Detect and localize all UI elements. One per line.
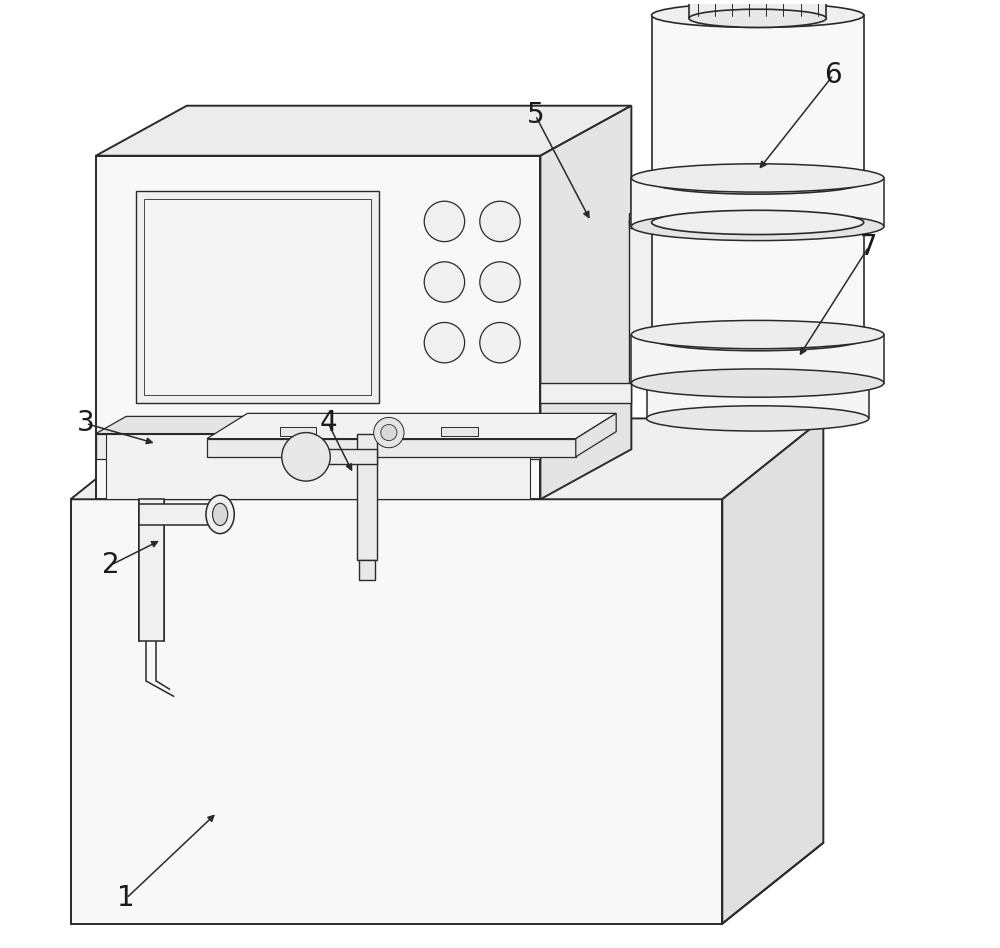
Polygon shape [652, 223, 864, 338]
Polygon shape [207, 439, 576, 457]
Polygon shape [313, 448, 377, 464]
Polygon shape [280, 427, 316, 435]
Polygon shape [71, 418, 823, 500]
Polygon shape [71, 500, 722, 923]
Ellipse shape [629, 215, 652, 228]
Polygon shape [207, 413, 616, 439]
Polygon shape [106, 433, 530, 500]
Polygon shape [136, 191, 379, 403]
Circle shape [381, 425, 397, 441]
Polygon shape [540, 383, 631, 403]
Circle shape [424, 201, 465, 242]
Ellipse shape [689, 9, 826, 27]
Polygon shape [96, 106, 631, 155]
Polygon shape [629, 213, 678, 228]
Text: 5: 5 [527, 101, 544, 129]
Polygon shape [357, 433, 377, 560]
Polygon shape [631, 178, 884, 227]
Polygon shape [96, 155, 540, 500]
Text: 2: 2 [102, 551, 120, 579]
Polygon shape [629, 222, 652, 383]
Polygon shape [96, 433, 540, 459]
Polygon shape [359, 560, 375, 580]
Ellipse shape [631, 369, 884, 397]
Text: 7: 7 [860, 232, 878, 261]
Polygon shape [631, 335, 884, 383]
Polygon shape [652, 15, 864, 182]
Ellipse shape [206, 495, 234, 534]
Polygon shape [96, 416, 571, 433]
Ellipse shape [652, 326, 864, 351]
Circle shape [374, 417, 404, 447]
Polygon shape [576, 413, 616, 457]
Polygon shape [647, 378, 869, 418]
Text: 3: 3 [77, 410, 95, 437]
Circle shape [480, 322, 520, 363]
Ellipse shape [631, 320, 884, 349]
Ellipse shape [213, 503, 228, 525]
Polygon shape [139, 500, 164, 641]
Ellipse shape [631, 164, 884, 192]
Polygon shape [540, 106, 631, 500]
Circle shape [424, 322, 465, 363]
Polygon shape [722, 418, 823, 923]
Circle shape [282, 432, 330, 481]
Ellipse shape [652, 210, 864, 234]
Polygon shape [139, 504, 212, 524]
Text: 4: 4 [319, 410, 337, 437]
Circle shape [424, 262, 465, 302]
Ellipse shape [631, 212, 884, 241]
Ellipse shape [647, 365, 869, 391]
Polygon shape [689, 0, 826, 18]
Circle shape [480, 201, 520, 242]
Text: 1: 1 [117, 884, 135, 912]
Ellipse shape [652, 170, 864, 194]
Text: 6: 6 [825, 61, 842, 89]
Polygon shape [441, 427, 478, 435]
Circle shape [480, 262, 520, 302]
Ellipse shape [647, 406, 869, 431]
Polygon shape [144, 199, 371, 395]
Ellipse shape [652, 3, 864, 27]
